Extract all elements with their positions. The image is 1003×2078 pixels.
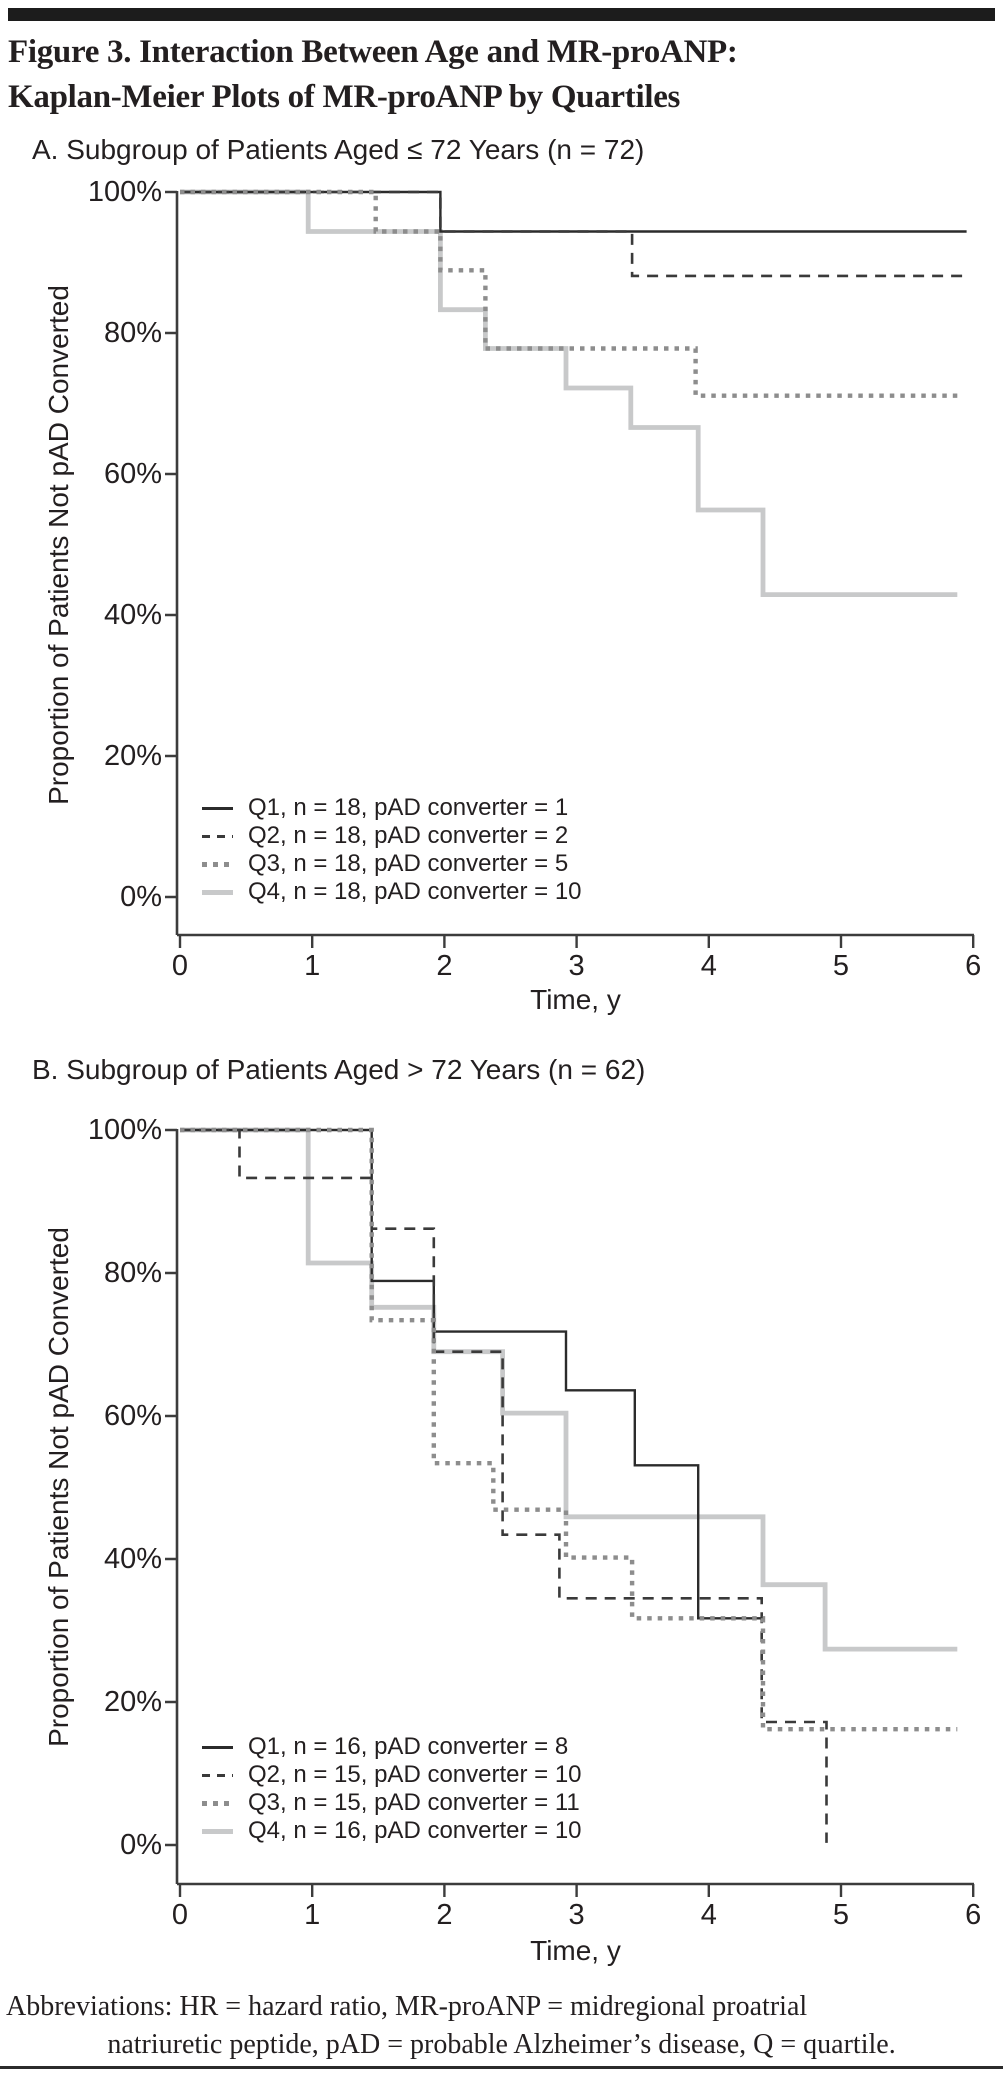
panel-b-tick-marks xyxy=(165,1128,975,1897)
legend-item-q3: Q3, n = 18, pAD converter = 5 xyxy=(202,850,622,878)
footnote-line1: Abbreviations: HR = hazard ratio, MR-pro… xyxy=(6,1991,808,2022)
panel-b-q3-curve xyxy=(180,1127,958,1732)
panel-b-title: B. Subgroup of Patients Aged > 72 Years … xyxy=(32,1054,646,1085)
panel-b-x-tick-label: 1 xyxy=(304,1899,321,1931)
legend-label: Q2, n = 18, pAD converter = 2 xyxy=(248,822,569,849)
panel-a-tick-marks xyxy=(165,190,975,948)
legend-item-q2: Q2, n = 15, pAD converter = 10 xyxy=(202,1761,622,1789)
legend-item-q1: Q1, n = 18, pAD converter = 1 xyxy=(202,794,622,822)
panel-b-y-tick-label: 80% xyxy=(103,1257,162,1289)
panel-a-x-tick-label: 1 xyxy=(304,950,321,982)
legend-label: Q1, n = 18, pAD converter = 1 xyxy=(248,794,569,821)
panel-b-x-tick-label: 3 xyxy=(568,1899,585,1931)
panel-a-y-tick-label: 40% xyxy=(103,599,162,631)
panel-a-x-tick-label: 0 xyxy=(171,950,189,982)
q2-dashed-line-sample xyxy=(202,834,233,838)
panel-a-q4-curve xyxy=(180,189,958,597)
q3-dotted-line-sample xyxy=(202,1800,233,1806)
panel-a-x-tick-label: 4 xyxy=(700,950,717,982)
panel-b-y-tick-label: 20% xyxy=(103,1686,162,1718)
abbreviations-footnote: Abbreviations: HR = hazard ratio, MR-pro… xyxy=(6,1988,997,2064)
q2-dashed-line-sample xyxy=(202,1773,233,1777)
legend-item-q4: Q4, n = 16, pAD converter = 10 xyxy=(202,1817,622,1845)
q1-solid-line-sample xyxy=(202,806,233,810)
panel-a-x-tick-label: 3 xyxy=(568,950,585,982)
figure-title-line2: Kaplan-Meier Plots of MR-proANP by Quart… xyxy=(8,79,681,115)
panel-a-x-tick-label: 6 xyxy=(965,950,982,982)
q4-lightgray-line-sample xyxy=(202,1828,233,1834)
top-rule-bar xyxy=(8,8,995,21)
footnote-line2: natriuretic peptide, pAD = probable Alzh… xyxy=(107,2029,896,2060)
legend-item-q1: Q1, n = 16, pAD converter = 8 xyxy=(202,1733,622,1761)
panel-a-y-tick-label: 20% xyxy=(103,740,162,772)
panel-b-x-tick-label: 2 xyxy=(436,1899,453,1931)
legend-label: Q4, n = 18, pAD converter = 10 xyxy=(248,878,582,905)
panel-b-q1-curve xyxy=(180,1128,763,1620)
figure-title: Figure 3. Interaction Between Age and MR… xyxy=(8,30,993,120)
panel-a-y-tick-label: 60% xyxy=(103,458,162,490)
panel-b-y-tick-label: 0% xyxy=(120,1829,162,1861)
panel-a-legend: Q1, n = 18, pAD converter = 1 Q2, n = 18… xyxy=(202,794,622,906)
figure-title-line1: Figure 3. Interaction Between Age and MR… xyxy=(8,34,738,70)
q4-lightgray-line-sample xyxy=(202,889,233,895)
panel-b-x-tick-label: 6 xyxy=(965,1899,982,1931)
legend-item-q2: Q2, n = 18, pAD converter = 2 xyxy=(202,822,622,850)
legend-label: Q3, n = 15, pAD converter = 11 xyxy=(248,1789,580,1816)
legend-item-q4: Q4, n = 18, pAD converter = 10 xyxy=(202,878,622,906)
panel-a-x-axis-label: Time, y xyxy=(530,984,621,1015)
panel-b-x-tick-label: 4 xyxy=(700,1899,717,1931)
q1-solid-line-sample xyxy=(202,1745,233,1749)
panel-b-x-tick-label: 5 xyxy=(832,1899,850,1931)
legend-label: Q3, n = 18, pAD converter = 5 xyxy=(248,850,569,877)
panel-a-title: A. Subgroup of Patients Aged ≤ 72 Years … xyxy=(32,134,645,165)
panel-b-x-tick-label: 0 xyxy=(171,1899,189,1931)
panel-a-q2-curve xyxy=(180,190,967,278)
panel-b-y-tick-label: 40% xyxy=(103,1543,162,1575)
panel-a-y-tick-label: 0% xyxy=(120,881,162,913)
legend-label: Q4, n = 16, pAD converter = 10 xyxy=(248,1817,582,1844)
panel-b-legend: Q1, n = 16, pAD converter = 8 Q2, n = 15… xyxy=(202,1733,622,1845)
panel-a-x-tick-label: 2 xyxy=(436,950,453,982)
legend-label: Q1, n = 16, pAD converter = 8 xyxy=(248,1733,569,1760)
panel-a-q3-curve xyxy=(180,189,958,398)
bottom-rule-bar xyxy=(0,2066,1003,2069)
panel-a-y-tick-label: 80% xyxy=(103,317,162,349)
legend-item-q3: Q3, n = 15, pAD converter = 11 xyxy=(202,1789,622,1817)
panel-a-q1-curve xyxy=(180,190,967,233)
panel-b-x-axis-label: Time, y xyxy=(530,1935,621,1966)
legend-label: Q2, n = 15, pAD converter = 10 xyxy=(248,1761,582,1788)
panel-a-x-tick-label: 5 xyxy=(832,950,850,982)
q3-dotted-line-sample xyxy=(202,861,233,867)
panel-a-y-tick-label: 100% xyxy=(87,176,162,208)
panel-b-y-tick-label: 100% xyxy=(87,1114,162,1146)
panel-b-y-tick-label: 60% xyxy=(103,1400,162,1432)
